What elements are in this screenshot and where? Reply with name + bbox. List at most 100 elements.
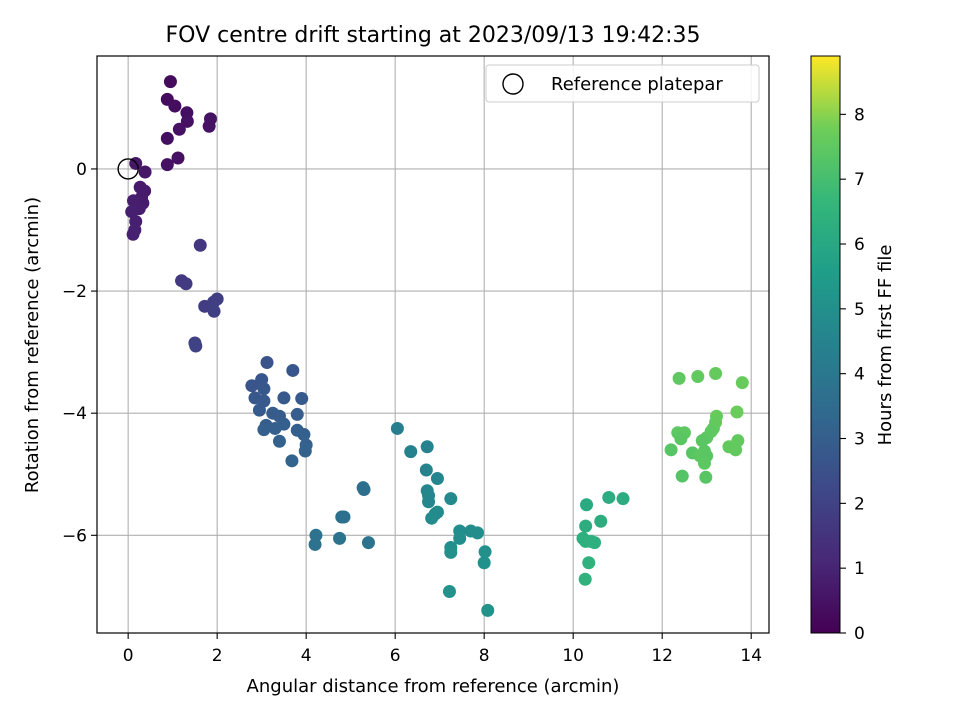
- colorbar-tick-label: 2: [854, 494, 865, 514]
- data-point: [286, 363, 300, 377]
- data-point: [126, 194, 140, 208]
- data-point: [298, 444, 312, 458]
- data-point: [172, 122, 186, 136]
- data-point: [126, 227, 140, 241]
- data-point: [404, 445, 418, 459]
- data-point: [138, 165, 152, 179]
- data-point: [579, 519, 593, 533]
- data-point: [697, 456, 711, 470]
- reference-layer: [117, 158, 139, 180]
- data-point: [616, 492, 630, 506]
- colorbar-tick-label: 8: [854, 105, 865, 125]
- data-point: [171, 151, 185, 165]
- data-point: [444, 545, 458, 559]
- grid-lines: [97, 56, 769, 633]
- colorbar: 0 1 2 3 4 5 6 7 8 Hours from first FF file: [810, 55, 896, 644]
- data-point: [193, 238, 207, 252]
- data-point: [674, 432, 688, 446]
- x-tick-label: 10: [562, 646, 584, 666]
- x-axis-label: Angular distance from reference (arcmin): [247, 676, 620, 697]
- x-tick-label: 8: [479, 646, 490, 666]
- legend: Reference platepar: [485, 64, 760, 103]
- data-point: [245, 379, 259, 393]
- data-point: [730, 405, 744, 419]
- data-point: [422, 495, 436, 509]
- legend-box: [485, 64, 760, 103]
- data-point: [260, 356, 274, 370]
- y-axis-ticks: −6 −4 −2 0: [62, 160, 97, 546]
- colorbar-tick-label: 6: [854, 235, 865, 255]
- data-point: [333, 531, 347, 545]
- data-point: [691, 370, 705, 384]
- data-point: [594, 514, 608, 528]
- reference-marker: [117, 158, 139, 180]
- x-axis-ticks: 0 2 4 6 8 10 12 14: [123, 633, 762, 666]
- data-point: [430, 472, 444, 486]
- legend-entry-label: Reference platepar: [551, 74, 723, 95]
- data-point: [295, 392, 309, 406]
- data-point: [578, 572, 592, 586]
- x-tick-label: 12: [651, 646, 673, 666]
- data-point: [210, 292, 224, 306]
- x-tick-label: 2: [212, 646, 223, 666]
- legend-marker-icon: [502, 73, 524, 95]
- colorbar-tick-label: 3: [854, 430, 865, 450]
- data-points: [125, 75, 749, 617]
- data-point: [444, 492, 458, 506]
- data-point: [189, 339, 203, 353]
- data-point: [420, 440, 434, 454]
- chart-title: FOV centre drift starting at 2023/09/13 …: [166, 23, 701, 48]
- data-point: [160, 158, 174, 172]
- data-point: [709, 367, 723, 381]
- data-point: [425, 511, 439, 525]
- plot-frame: [96, 55, 770, 634]
- data-point: [699, 470, 713, 484]
- data-point: [180, 114, 194, 128]
- data-point: [125, 205, 139, 219]
- data-point: [588, 536, 602, 550]
- data-point: [277, 391, 291, 405]
- colorbar-tick-label: 1: [854, 559, 865, 579]
- data-point: [308, 537, 322, 551]
- data-point: [580, 498, 594, 512]
- colorbar-tick-label: 4: [854, 365, 865, 385]
- data-point: [272, 434, 286, 448]
- data-point: [357, 483, 371, 497]
- data-point: [297, 428, 311, 442]
- data-point: [442, 584, 456, 598]
- data-point: [202, 119, 216, 133]
- x-tick-label: 4: [301, 646, 312, 666]
- x-tick-label: 6: [390, 646, 401, 666]
- data-point: [735, 376, 749, 390]
- data-point: [477, 556, 491, 570]
- y-tick-label: 0: [76, 160, 87, 180]
- colorbar-gradient: [810, 55, 841, 634]
- data-point: [695, 434, 709, 448]
- data-point: [602, 490, 616, 504]
- data-point: [729, 443, 743, 457]
- data-point: [361, 536, 375, 550]
- data-point: [252, 403, 266, 417]
- colorbar-tick-label: 5: [854, 300, 865, 320]
- colorbar-ticks: 0 1 2 3 4 5 6 7 8: [840, 105, 865, 644]
- data-point: [471, 526, 485, 540]
- data-point: [257, 382, 271, 396]
- y-tick-label: −6: [62, 526, 87, 546]
- x-tick-label: 14: [740, 646, 762, 666]
- data-point: [163, 75, 177, 89]
- data-point: [160, 131, 174, 145]
- data-point: [672, 371, 686, 385]
- x-tick-label: 0: [123, 646, 134, 666]
- data-point: [285, 454, 299, 468]
- data-point: [179, 277, 193, 291]
- data-point: [453, 531, 467, 545]
- colorbar-label: Hours from first FF file: [875, 245, 896, 446]
- data-point: [675, 469, 689, 483]
- y-tick-label: −2: [62, 282, 87, 302]
- y-axis-label: Rotation from reference (arcmin): [22, 197, 43, 493]
- data-point: [257, 423, 271, 437]
- data-point: [582, 556, 596, 570]
- colorbar-tick-label: 7: [854, 170, 865, 190]
- colorbar-tick-label: 0: [854, 624, 865, 644]
